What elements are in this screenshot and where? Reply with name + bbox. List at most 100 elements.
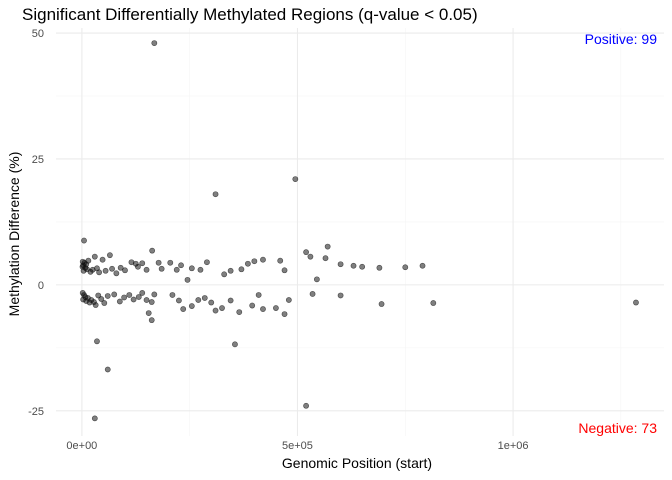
data-point bbox=[126, 292, 133, 298]
data-point bbox=[281, 311, 288, 318]
data-point bbox=[292, 176, 299, 183]
data-point bbox=[104, 293, 111, 299]
data-point bbox=[212, 191, 219, 198]
y-axis-title: Methylation Difference (%) bbox=[6, 152, 22, 317]
data-point bbox=[419, 262, 426, 269]
data-point bbox=[91, 253, 98, 260]
data-point bbox=[102, 267, 109, 274]
data-point bbox=[101, 300, 108, 306]
data-point bbox=[167, 259, 174, 266]
data-points bbox=[79, 40, 639, 422]
data-point bbox=[135, 294, 142, 300]
data-point bbox=[104, 366, 111, 373]
chart-title: Significant Differentially Methylated Re… bbox=[22, 5, 478, 24]
data-point bbox=[195, 297, 202, 303]
data-point bbox=[178, 262, 184, 269]
data-point bbox=[378, 301, 385, 307]
data-point bbox=[273, 305, 279, 311]
major-grid bbox=[56, 28, 664, 436]
data-point bbox=[188, 265, 195, 272]
data-point bbox=[322, 255, 329, 262]
data-point bbox=[376, 264, 383, 271]
data-point bbox=[148, 299, 155, 305]
data-point bbox=[244, 260, 251, 267]
data-point bbox=[180, 306, 187, 312]
data-point bbox=[109, 265, 115, 272]
x-tick-label: 5e+05 bbox=[282, 440, 313, 452]
x-tick-label: 0e+00 bbox=[66, 440, 97, 452]
data-point bbox=[158, 265, 165, 272]
data-point bbox=[139, 290, 146, 296]
data-point bbox=[359, 263, 366, 270]
data-point bbox=[281, 267, 288, 274]
data-point bbox=[130, 296, 137, 303]
data-point bbox=[251, 258, 258, 265]
data-point bbox=[184, 276, 191, 283]
data-point bbox=[175, 297, 182, 304]
data-point bbox=[121, 294, 128, 301]
data-point bbox=[255, 292, 262, 298]
data-point bbox=[139, 260, 146, 267]
data-point bbox=[337, 292, 344, 299]
data-point bbox=[94, 338, 100, 345]
data-point bbox=[227, 297, 234, 304]
y-tick-label: -25 bbox=[28, 406, 44, 418]
x-axis-title: Genomic Position (start) bbox=[282, 455, 432, 471]
data-point bbox=[151, 291, 158, 298]
data-point bbox=[324, 243, 331, 250]
data-point bbox=[151, 40, 158, 47]
data-point bbox=[107, 252, 113, 259]
data-point bbox=[92, 302, 99, 308]
data-point bbox=[116, 298, 123, 305]
data-point bbox=[81, 237, 87, 244]
y-axis-ticks: -25 0 25 50 bbox=[28, 28, 44, 418]
data-point bbox=[430, 300, 437, 306]
data-point bbox=[221, 271, 228, 278]
data-point bbox=[99, 256, 106, 263]
x-tick-label: 1e+06 bbox=[498, 440, 529, 452]
data-point bbox=[111, 291, 118, 298]
negative-count-annotation: Negative: 73 bbox=[578, 420, 657, 436]
data-point bbox=[143, 297, 150, 303]
data-point bbox=[236, 309, 243, 315]
data-point bbox=[197, 266, 204, 273]
data-point bbox=[201, 295, 208, 301]
data-point bbox=[148, 317, 155, 324]
data-point bbox=[350, 262, 357, 269]
data-point bbox=[98, 296, 105, 302]
data-point bbox=[149, 247, 156, 254]
data-point bbox=[204, 259, 210, 266]
data-point bbox=[113, 270, 120, 277]
minor-grid bbox=[56, 28, 664, 436]
data-point bbox=[219, 305, 225, 311]
data-point bbox=[303, 249, 309, 256]
data-point bbox=[188, 303, 195, 309]
data-point bbox=[208, 299, 215, 306]
data-point bbox=[249, 302, 256, 309]
data-point bbox=[117, 264, 124, 271]
x-axis-ticks: 0e+00 5e+05 1e+06 bbox=[66, 440, 528, 452]
data-point bbox=[143, 266, 150, 273]
data-point bbox=[277, 257, 284, 264]
data-point bbox=[260, 256, 266, 263]
data-point bbox=[633, 299, 639, 306]
data-point bbox=[337, 261, 344, 268]
data-point bbox=[122, 267, 128, 274]
data-point bbox=[309, 291, 316, 297]
data-point bbox=[227, 267, 234, 274]
positive-count-annotation: Positive: 99 bbox=[585, 31, 658, 47]
data-point bbox=[232, 341, 238, 348]
data-point bbox=[303, 402, 309, 409]
data-point bbox=[307, 253, 314, 260]
y-tick-label: 50 bbox=[32, 28, 44, 40]
data-point bbox=[169, 292, 176, 298]
data-point bbox=[80, 267, 87, 274]
data-point bbox=[285, 297, 292, 303]
data-point bbox=[91, 415, 98, 422]
data-point bbox=[145, 310, 152, 316]
data-point bbox=[155, 259, 162, 266]
data-point bbox=[173, 266, 180, 273]
data-point bbox=[238, 266, 245, 273]
data-point bbox=[313, 276, 320, 283]
